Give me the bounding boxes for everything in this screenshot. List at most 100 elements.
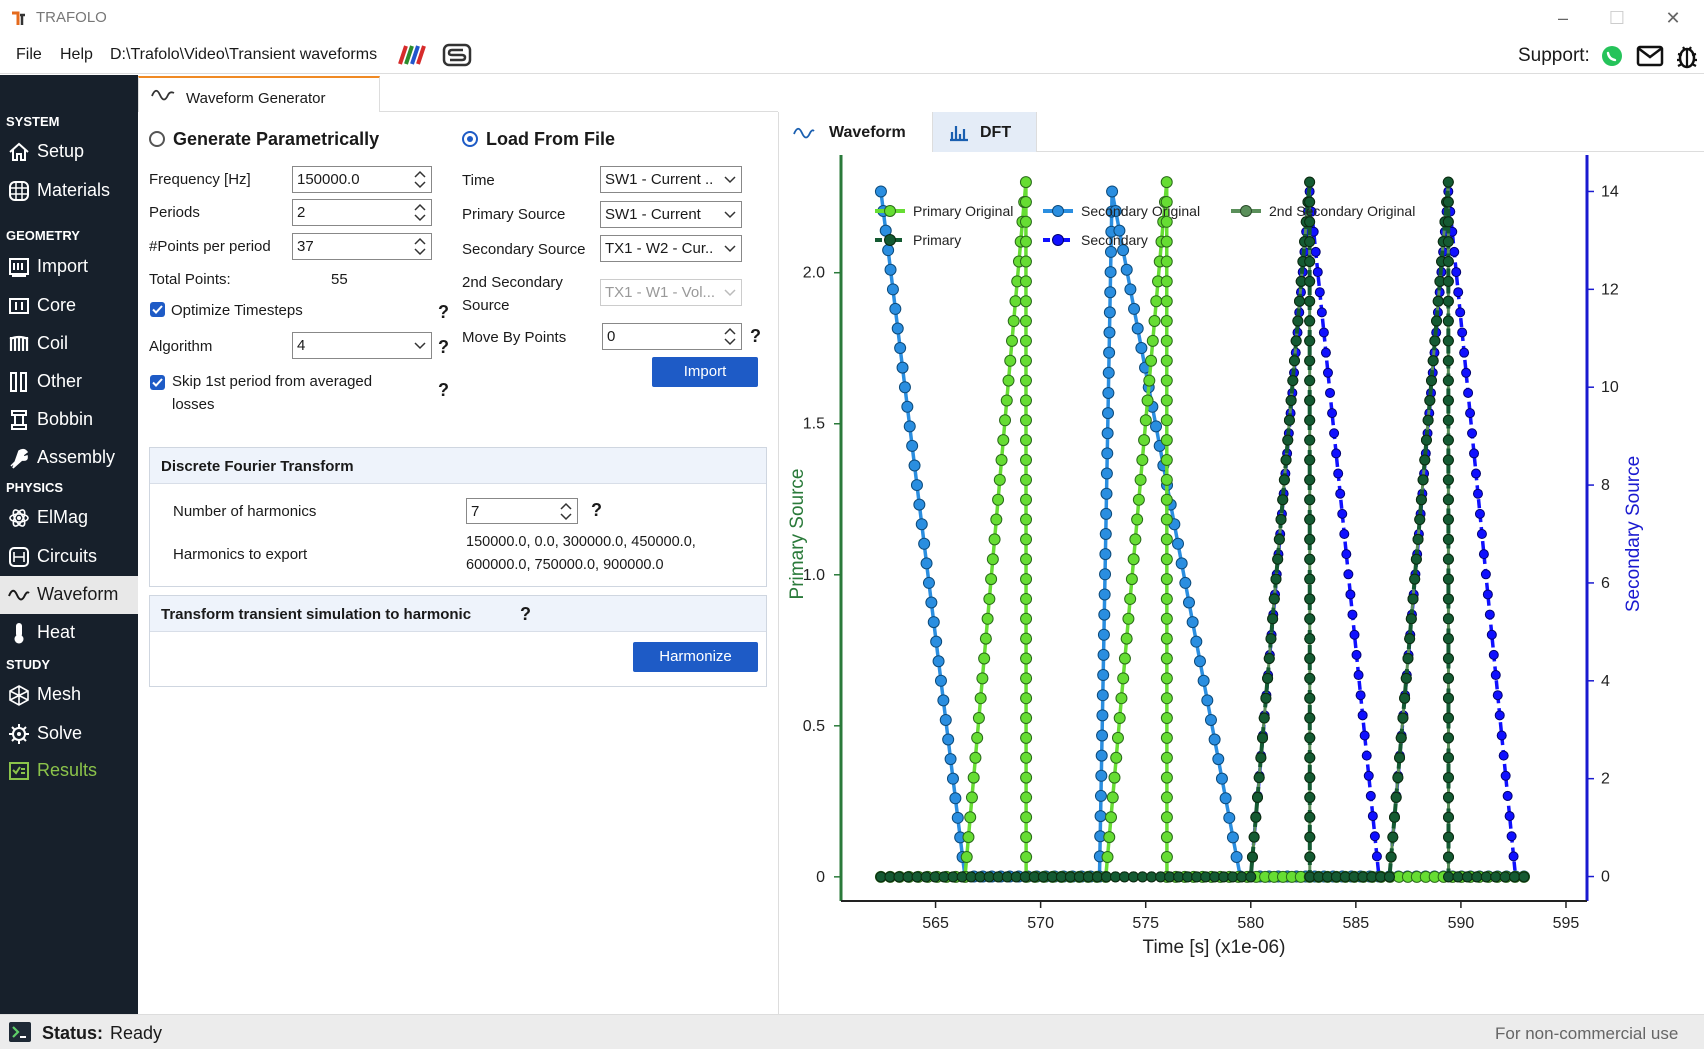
data-point [1442,394,1454,406]
algorithm-select[interactable]: 4 [292,332,432,359]
data-point [1463,387,1474,398]
waveform-chart[interactable]: 565 570 575 580 585 590 595 0 0.5 1.0 1.5 2.0 0 2 4 6 8 1… [779,152,1704,1014]
data-point [1442,533,1454,545]
legend-item-primary-original: Primary Original [875,203,1013,219]
maximize-button[interactable]: ☐ [1608,8,1626,28]
data-point [979,632,992,645]
data-point [1407,593,1419,605]
data-point [1442,692,1454,704]
spin-arrows-icon[interactable] [412,236,428,257]
sidebar-item-bobbin[interactable]: Bobbin [0,401,138,439]
bug-icon[interactable] [1674,42,1700,70]
tab-dft[interactable]: DFT [933,112,1037,152]
minimize-button[interactable]: – [1557,8,1568,28]
data-point [1160,751,1173,764]
skip-first-period-checkbox[interactable] [150,375,165,390]
spin-arrows-icon[interactable] [722,326,738,347]
move-help-icon[interactable]: ? [750,326,761,346]
optimize-help-icon[interactable]: ? [438,302,449,322]
data-point [1304,295,1316,307]
whatsapp-icon[interactable] [1600,44,1624,68]
load-from-file-radio[interactable] [462,131,478,147]
results-icon [9,762,29,780]
points-per-period-input[interactable]: 37 [292,233,432,260]
data-point [1260,692,1272,704]
tab-waveform-generator[interactable]: Waveform Generator [138,76,380,112]
s-logo-icon[interactable] [442,42,472,68]
data-point [915,518,928,531]
tab-waveform[interactable]: Waveform [779,112,933,152]
close-button[interactable]: ✕ [1665,8,1681,28]
import-button[interactable]: Import [652,357,758,387]
y2-tick-label: 6 [1601,575,1610,592]
data-point [1160,652,1173,665]
data-point [964,811,977,824]
data-point [1005,334,1018,347]
data-point [1103,326,1116,339]
sidebar-item-mesh[interactable]: Mesh [0,676,138,714]
sidebar-item-import[interactable]: Import [0,248,138,286]
data-point [1304,593,1316,605]
periods-input[interactable]: 2 [292,199,432,226]
sidebar-item-materials[interactable]: Materials [0,172,138,210]
data-point [1097,628,1110,641]
file-menu[interactable]: File [16,46,42,63]
stripes-icon[interactable] [396,44,428,66]
optimize-timesteps-checkbox[interactable] [150,302,165,317]
sidebar-item-circuits[interactable]: Circuits [0,538,138,576]
spin-arrows-icon[interactable] [412,202,428,223]
data-point [947,871,959,883]
sidebar-item-other[interactable]: Other [0,363,138,401]
data-point [1009,295,1022,308]
data-point [1102,407,1115,420]
legend-item-secondary-original: Secondary Original [1043,203,1200,219]
window-title: TRAFOLO [36,9,107,26]
sidebar-item-assembly[interactable]: Assembly [0,439,138,477]
data-point [1099,568,1112,581]
spin-arrows-icon[interactable] [412,169,428,190]
frequency-input[interactable]: 150000.0 [292,166,432,193]
data-point [999,414,1012,427]
secondary-source-select[interactable]: TX1 - W2 - Cur.. [600,235,742,262]
data-point [1457,327,1468,338]
data-point [1359,730,1370,741]
sidebar-item-heat[interactable]: Heat [0,614,138,652]
help-menu[interactable]: Help [60,46,93,63]
y-axis-label: Primary Source [787,469,808,600]
mail-icon[interactable] [1636,45,1664,67]
data-point [1028,871,1040,883]
sidebar-item-coil[interactable]: Coil [0,325,138,363]
time-select[interactable]: SW1 - Current .. [600,166,742,193]
data-point [1304,394,1316,406]
data-point [956,871,968,883]
data-point [1145,354,1158,367]
generate-parametrically-radio[interactable] [149,131,165,147]
transform-help-icon[interactable]: ? [520,604,531,624]
harmonics-count-input[interactable]: 7 [466,498,578,524]
sidebar-item-waveform[interactable]: Waveform [0,576,138,614]
sidebar-item-solve[interactable]: Solve [0,715,138,753]
sidebar-item-core[interactable]: Core [0,287,138,325]
spin-arrows-icon[interactable] [558,501,574,522]
sidebar-item-results[interactable]: Results [0,752,138,790]
graph-panel: Waveform DFT 565 570 575 580 585 590 595 0 0.5 1.… [778,112,1704,1014]
data-point [1443,851,1455,863]
data-point [893,871,905,883]
second-secondary-value: TX1 - W1 - Vol... [605,284,716,301]
sidebar-item-elmag[interactable]: ElMag [0,499,138,537]
data-point [965,791,978,804]
legend-label: Primary Original [913,203,1013,219]
data-point [1442,652,1454,664]
data-point [1010,871,1022,883]
chevron-down-icon [724,176,736,184]
primary-source-select[interactable]: SW1 - Current [600,201,742,228]
data-point [1442,772,1454,784]
move-by-points-input[interactable]: 0 [602,323,742,350]
skip-help-icon[interactable]: ? [438,380,449,400]
harmonics-help-icon[interactable]: ? [591,500,602,520]
harmonize-button[interactable]: Harmonize [633,642,758,672]
sidebar-item-setup[interactable]: Setup [0,133,138,171]
mesh-icon [9,685,29,706]
data-point [992,493,1005,506]
algorithm-help-icon[interactable]: ? [438,337,449,357]
